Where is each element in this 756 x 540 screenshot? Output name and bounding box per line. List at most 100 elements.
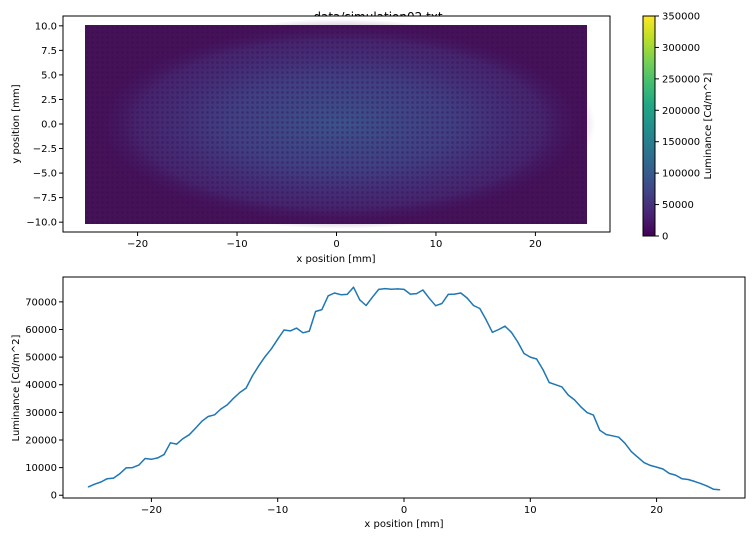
profile-data-point [611, 435, 614, 437]
profile-data-point [491, 331, 493, 333]
heatmap-panel: −20 −10 0 10 20 −10.0 −7.5 −5.0 −2.5 0.0 2.5 5.0 7.… [11, 15, 611, 265]
profile-data-point [232, 397, 235, 399]
profile-data-point [296, 327, 298, 329]
heatmap-y-tick-label: −10.0 [26, 218, 57, 229]
profile-data-point [384, 288, 386, 290]
profile-data-point [510, 331, 512, 333]
profile-y-label: Luminance [Cd/m^2] [11, 334, 22, 441]
heatmap-y-tick-label: −2.5 [33, 144, 57, 155]
profile-x-tick-label: −20 [141, 505, 162, 516]
profile-data-point [435, 305, 437, 307]
profile-data-point [144, 457, 146, 460]
colorbar-label: Luminance [Cd/m^2] [703, 72, 714, 179]
colorbar: 0 50000 100000 150000 200000 250000 300000 3500… [642, 12, 714, 243]
profile-x-label: x position [mm] [364, 519, 443, 530]
profile-data-point [365, 304, 367, 307]
profile-data-point [599, 429, 601, 431]
profile-data-point [517, 341, 519, 343]
profile-data-point [321, 309, 323, 311]
profile-data-point [719, 489, 721, 491]
profile-data-point [378, 288, 380, 290]
heatmap-x-tick-label: −10 [226, 239, 247, 250]
profile-data-point [220, 408, 222, 410]
profile-data-point [157, 457, 159, 459]
profile-x-tick-label: 10 [524, 505, 537, 516]
profile-data-point [700, 483, 702, 485]
heatmap-y-tick-label: −7.5 [33, 193, 57, 204]
profile-data-point [630, 451, 632, 453]
profile-y-ticks: 0 10000 20000 30000 40000 50000 60000 70000 [25, 297, 63, 502]
profile-data-point [352, 286, 355, 288]
heatmap-x-ticks: −20 −10 0 10 20 [127, 232, 542, 250]
profile-data-point [390, 288, 392, 290]
profile-data-point [289, 330, 291, 332]
profile-data-point [182, 438, 184, 440]
profile-y-tick-label: 70000 [25, 297, 57, 308]
profile-data-point [112, 477, 115, 479]
profile-data-point [472, 304, 475, 307]
colorbar-tick-label: 350000 [662, 12, 700, 23]
profile-data-point [138, 464, 140, 466]
heatmap-y-label: y position [mm] [11, 84, 22, 163]
profile-x-tick-label: 0 [401, 505, 407, 516]
profile-data-point [409, 293, 411, 295]
profile-data-point [586, 412, 588, 414]
profile-data-point [251, 375, 253, 377]
profile-data-point [561, 386, 563, 388]
profile-data-point [94, 483, 96, 485]
heatmap-y-tick-label: 2.5 [41, 95, 57, 106]
profile-data-point [643, 462, 645, 464]
profile-data-point [258, 365, 260, 367]
profile-points [87, 286, 721, 491]
profile-data-point [264, 356, 266, 358]
profile-y-tick-label: 0 [51, 491, 57, 502]
profile-data-point [371, 296, 373, 298]
profile-data-point [428, 297, 430, 299]
profile-data-point [441, 302, 443, 305]
profile-data-point [176, 443, 178, 445]
profile-data-point [119, 473, 121, 475]
profile-data-point [277, 338, 279, 340]
profile-data-point [466, 297, 468, 299]
profile-data-point [416, 293, 418, 295]
profile-data-point [504, 325, 506, 327]
profile-data-point [150, 458, 152, 460]
profile-data-point [87, 486, 89, 488]
profile-data-point [270, 348, 272, 350]
profile-data-point [214, 414, 216, 416]
profile-data-point [498, 328, 500, 331]
profile-data-point [668, 472, 670, 474]
profile-data-point [573, 399, 576, 401]
profile-x-tick-label: 20 [650, 505, 663, 516]
profile-data-point [580, 406, 582, 408]
colorbar-tick-label: 200000 [662, 106, 700, 117]
profile-data-point [422, 289, 424, 291]
profile-data-point [618, 436, 620, 438]
colorbar-tick-label: 0 [662, 232, 668, 243]
heatmap-y-tick-label: 10.0 [35, 21, 57, 32]
profile-data-point [687, 478, 689, 481]
profile-panel: −20 −10 0 10 20 0 10000 20000 30000 40000 50000 60… [11, 276, 746, 530]
profile-data-point [106, 478, 108, 480]
profile-data-point [712, 488, 715, 490]
colorbar-ticks: 0 50000 100000 150000 200000 250000 300000 3500… [655, 12, 700, 243]
profile-y-tick-label: 60000 [25, 325, 57, 336]
profile-data-point [453, 293, 456, 295]
heatmap-y-tick-label: 0.0 [41, 120, 57, 131]
profile-data-point [169, 442, 171, 444]
heatmap-dot-texture [85, 25, 587, 224]
profile-data-point [239, 391, 241, 394]
profile-data-point [327, 295, 329, 297]
colorbar-tick-label: 100000 [662, 169, 700, 180]
profile-data-point [195, 427, 197, 429]
heatmap-x-tick-label: 0 [333, 239, 339, 250]
profile-data-point [624, 442, 626, 444]
profile-data-point [548, 381, 550, 384]
heatmap-x-tick-label: 10 [430, 239, 443, 250]
profile-data-point [693, 480, 696, 482]
heatmap-y-tick-label: 5.0 [41, 70, 57, 81]
profile-plot-area [62, 276, 746, 499]
profile-data-point [447, 293, 449, 295]
profile-y-tick-label: 30000 [25, 408, 57, 419]
